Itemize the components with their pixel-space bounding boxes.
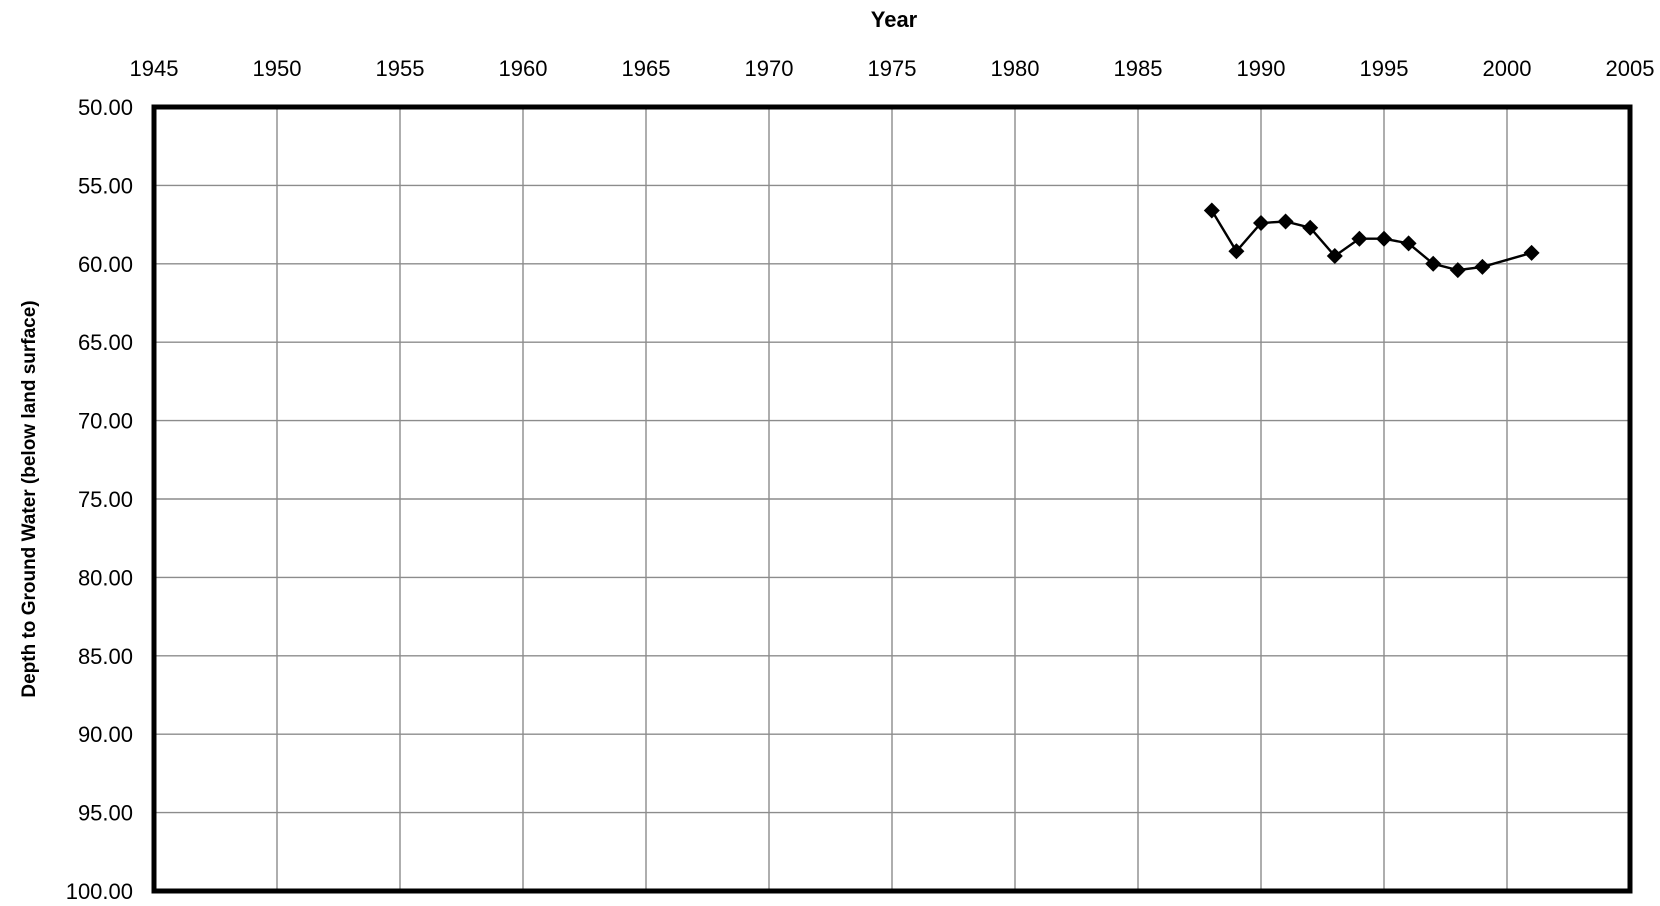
data-point-marker <box>1523 244 1540 261</box>
y-tick-label: 70.00 <box>78 409 133 434</box>
y-tick-label: 65.00 <box>78 330 133 355</box>
x-tick-label: 1985 <box>1114 56 1163 81</box>
y-axis-title: Depth to Ground Water (below land surfac… <box>19 300 40 697</box>
data-point-marker <box>1277 213 1294 230</box>
data-point-marker <box>1376 230 1392 247</box>
x-axis-title: Year <box>871 7 918 32</box>
series-layer <box>1203 202 1540 279</box>
x-tick-label: 1975 <box>868 56 917 81</box>
x-tick-label: 1955 <box>376 56 425 81</box>
x-tick-label: 1970 <box>745 56 794 81</box>
plot-area-frame <box>151 104 1633 894</box>
data-point-marker <box>1302 219 1319 236</box>
data-point-marker <box>1425 255 1442 272</box>
y-tick-label: 60.00 <box>78 252 133 277</box>
x-tick-label: 1995 <box>1360 56 1409 81</box>
tick-labels: 1945 1950 1955 1960 1965 1970 1975 1980 1985 1990… <box>66 56 1655 904</box>
y-tick-label: 75.00 <box>78 487 133 512</box>
x-tick-label: 1950 <box>253 56 302 81</box>
x-tick-label: 1990 <box>1237 56 1286 81</box>
data-point-marker <box>1474 258 1491 275</box>
y-tick-label: 95.00 <box>78 801 133 826</box>
y-tick-label: 55.00 <box>78 173 133 198</box>
data-point-marker <box>1449 262 1466 279</box>
data-point-marker <box>1253 215 1269 232</box>
grid-layer <box>153 106 1631 892</box>
y-tick-label: 85.00 <box>78 644 133 669</box>
y-tick-label: 80.00 <box>78 565 133 590</box>
data-point-marker <box>1400 235 1417 252</box>
y-tick-label: 100.00 <box>66 879 133 901</box>
data-point-marker <box>1228 243 1245 260</box>
x-tick-label: 1960 <box>499 56 548 81</box>
x-tick-label: 2005 <box>1606 56 1655 81</box>
data-point-marker <box>1351 230 1368 247</box>
x-tick-label: 1945 <box>130 56 179 81</box>
x-tick-label: 1980 <box>991 56 1040 81</box>
y-tick-label: 90.00 <box>78 722 133 747</box>
data-point-marker <box>1326 247 1343 264</box>
x-tick-label: 1965 <box>622 56 671 81</box>
y-tick-label: 50.00 <box>78 95 133 120</box>
data-point-marker <box>1203 202 1220 219</box>
x-tick-label: 2000 <box>1483 56 1532 81</box>
